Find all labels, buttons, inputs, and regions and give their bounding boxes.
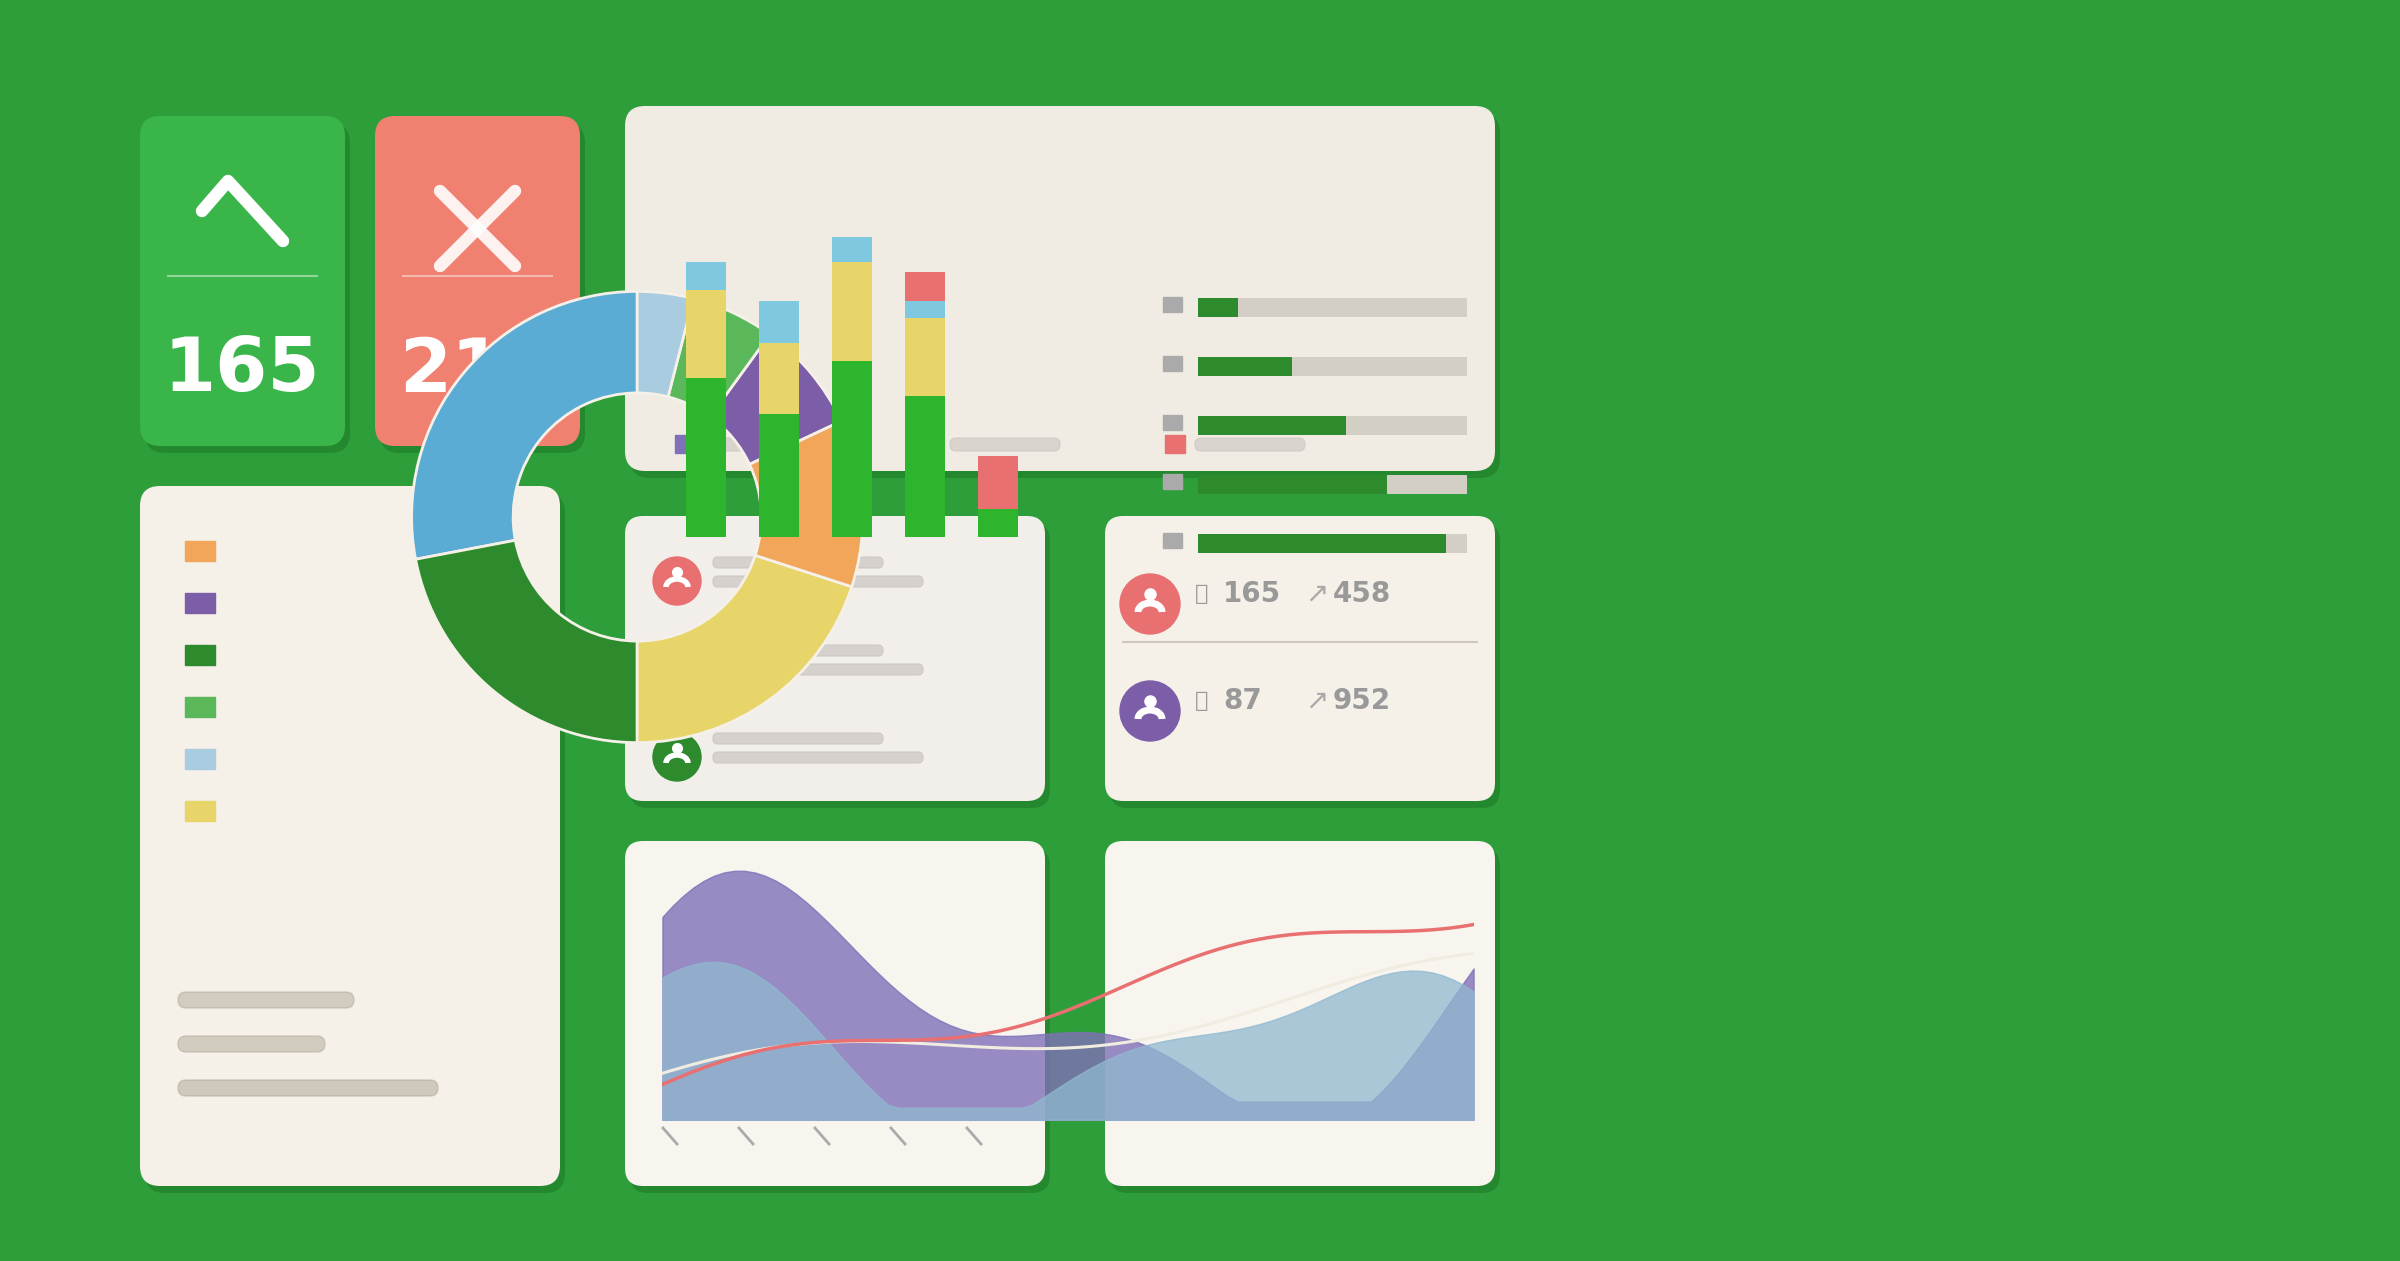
Bar (1164, 357, 1181, 371)
Bar (905, 272, 946, 300)
FancyBboxPatch shape (1109, 523, 1500, 808)
Bar (185, 644, 216, 665)
Wedge shape (638, 555, 852, 743)
Wedge shape (749, 421, 862, 586)
Bar (1198, 357, 1466, 376)
Text: 87: 87 (1224, 687, 1262, 715)
Bar (1198, 298, 1466, 317)
Bar (1198, 298, 1238, 317)
Text: ↗: ↗ (1306, 580, 1327, 608)
Bar (833, 209, 871, 262)
Bar (833, 361, 871, 537)
Text: 952: 952 (1332, 687, 1392, 715)
Bar (1164, 474, 1181, 488)
Bar (686, 290, 727, 378)
Text: 217: 217 (398, 334, 554, 407)
FancyBboxPatch shape (624, 106, 1495, 472)
FancyBboxPatch shape (713, 576, 924, 588)
Bar (905, 396, 946, 537)
Circle shape (1121, 681, 1181, 741)
Bar (1198, 416, 1346, 435)
FancyBboxPatch shape (1195, 438, 1306, 451)
Bar (185, 541, 216, 561)
Text: 165: 165 (1224, 580, 1282, 608)
FancyBboxPatch shape (1104, 841, 1495, 1187)
FancyBboxPatch shape (624, 841, 1044, 1187)
FancyBboxPatch shape (1109, 847, 1500, 1193)
Wedge shape (413, 291, 638, 560)
FancyBboxPatch shape (178, 992, 355, 1008)
FancyBboxPatch shape (624, 516, 1044, 801)
Bar (674, 435, 696, 453)
Bar (1164, 533, 1181, 547)
Bar (686, 378, 727, 537)
Bar (185, 801, 216, 821)
Bar (185, 749, 216, 769)
Bar (833, 262, 871, 361)
FancyBboxPatch shape (629, 523, 1051, 808)
Bar (1198, 475, 1387, 493)
FancyBboxPatch shape (144, 493, 564, 1193)
Text: 👥: 👥 (1195, 691, 1207, 711)
Bar (758, 414, 799, 537)
FancyBboxPatch shape (713, 752, 924, 763)
FancyBboxPatch shape (178, 1079, 439, 1096)
FancyBboxPatch shape (713, 665, 924, 675)
FancyBboxPatch shape (713, 733, 883, 744)
Bar (1164, 415, 1181, 430)
Bar (977, 509, 1018, 537)
Wedge shape (415, 540, 638, 743)
Bar (1164, 298, 1181, 311)
Bar (919, 435, 941, 453)
Bar (1198, 533, 1466, 552)
Bar (905, 318, 946, 396)
Bar (905, 300, 946, 318)
Wedge shape (710, 334, 842, 464)
FancyBboxPatch shape (379, 124, 586, 453)
Text: 458: 458 (1332, 580, 1392, 608)
FancyBboxPatch shape (706, 438, 816, 451)
Bar (758, 343, 799, 414)
FancyBboxPatch shape (374, 116, 581, 446)
FancyBboxPatch shape (144, 124, 350, 453)
Text: 165: 165 (163, 334, 319, 407)
FancyBboxPatch shape (950, 438, 1061, 451)
Bar (1198, 357, 1291, 376)
Circle shape (653, 557, 701, 605)
Bar (686, 262, 727, 290)
FancyBboxPatch shape (178, 1037, 324, 1052)
Bar (1198, 416, 1466, 435)
Circle shape (653, 733, 701, 781)
FancyBboxPatch shape (629, 113, 1500, 478)
Bar (1198, 475, 1466, 493)
Bar (1164, 435, 1186, 453)
FancyBboxPatch shape (713, 644, 883, 656)
FancyBboxPatch shape (629, 847, 1051, 1193)
Text: ↗: ↗ (1306, 687, 1327, 715)
Bar (1198, 533, 1445, 552)
Circle shape (653, 644, 701, 694)
FancyBboxPatch shape (139, 485, 559, 1187)
Bar (185, 697, 216, 718)
FancyBboxPatch shape (139, 116, 346, 446)
FancyBboxPatch shape (1104, 516, 1495, 801)
Bar (758, 300, 799, 343)
Text: 👥: 👥 (1195, 584, 1207, 604)
FancyBboxPatch shape (713, 557, 883, 567)
Bar (977, 456, 1018, 509)
Wedge shape (667, 299, 770, 416)
Wedge shape (638, 291, 694, 397)
Bar (185, 593, 216, 613)
Circle shape (1121, 574, 1181, 634)
